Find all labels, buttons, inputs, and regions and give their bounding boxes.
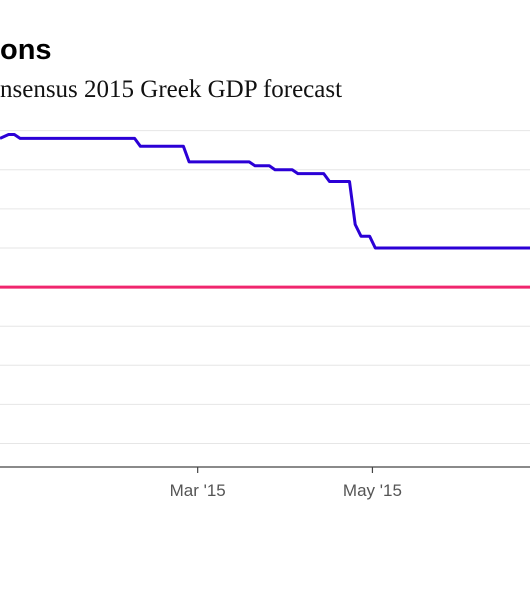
series-lines (0, 133, 530, 289)
forecast-series-line (0, 133, 530, 250)
x-axis-ticks: Mar '15 May '15 (170, 467, 402, 500)
x-tick-label: May '15 (343, 481, 402, 500)
chart-title: ons (0, 34, 52, 66)
chart-subtitle: nsensus 2015 Greek GDP forecast (0, 76, 343, 103)
x-tick-label: Mar '15 (170, 481, 226, 500)
